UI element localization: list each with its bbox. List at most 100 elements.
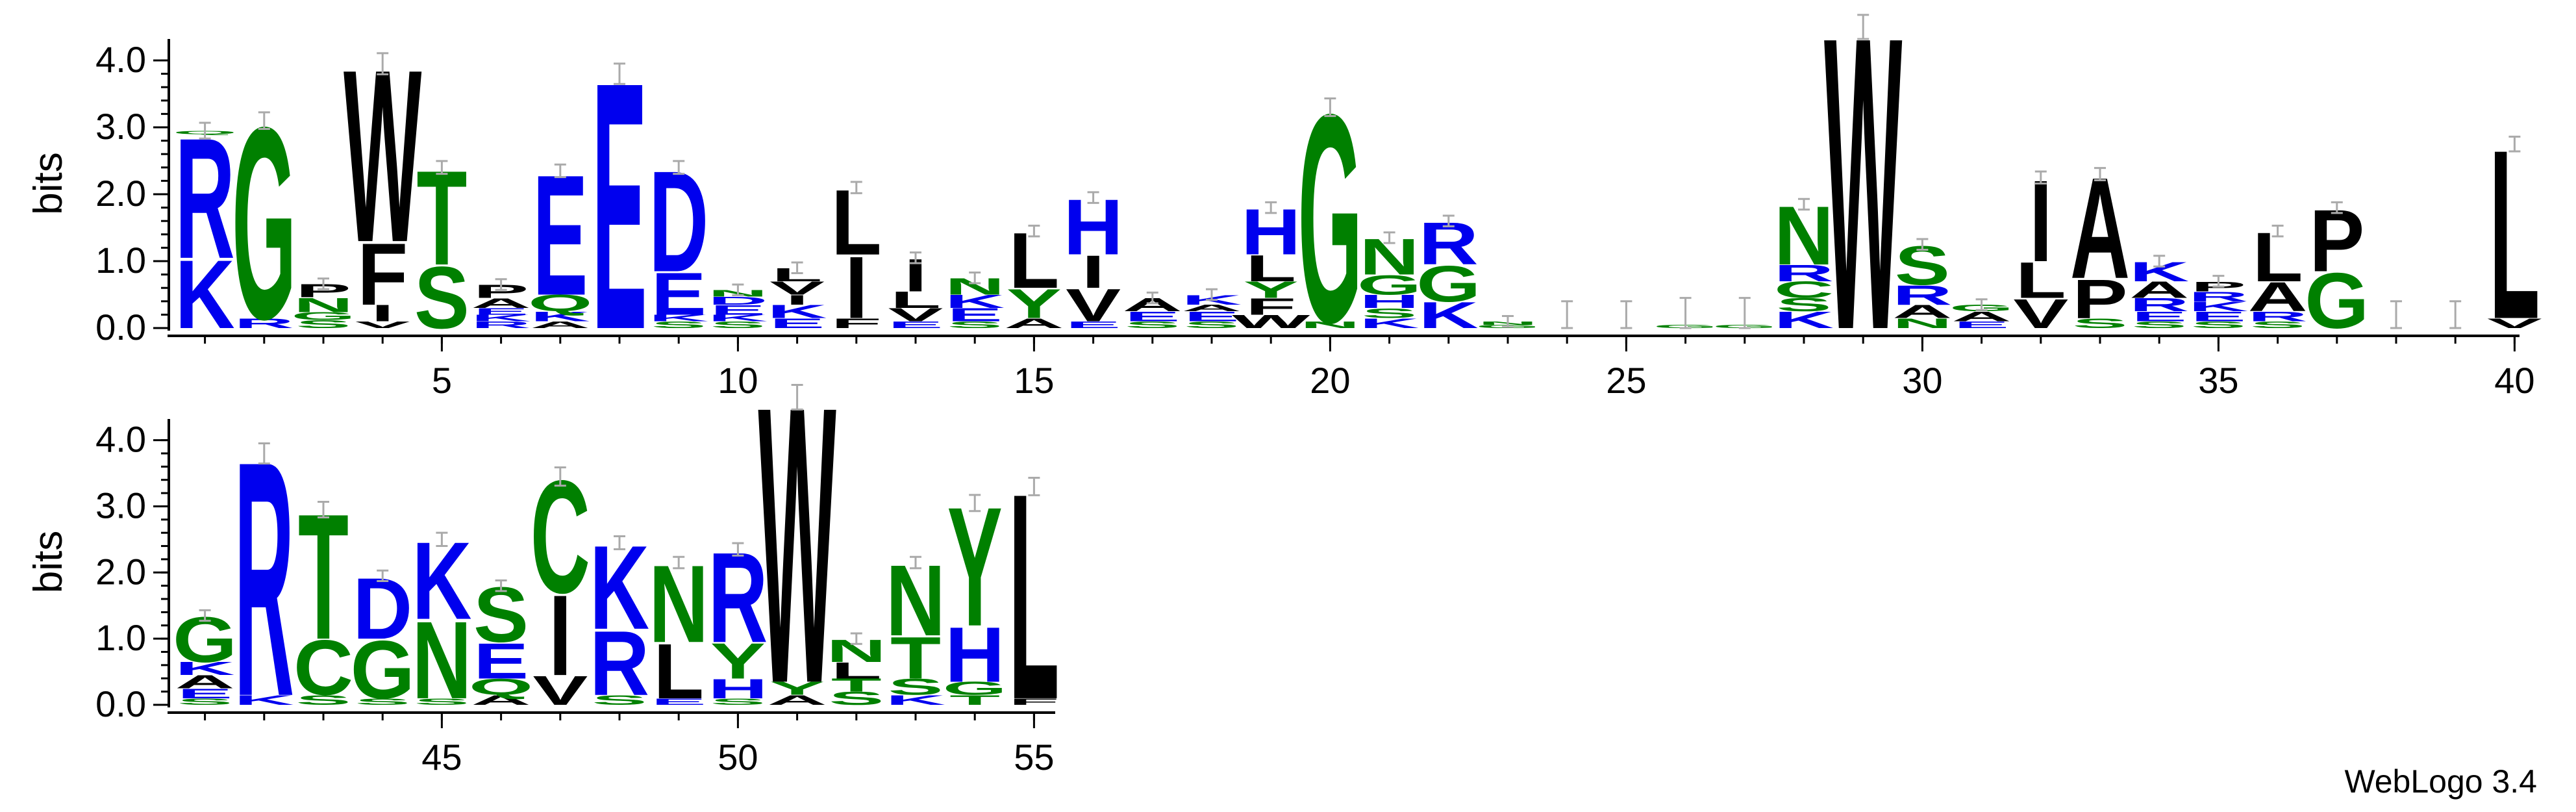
logo-letter: E [473, 633, 529, 689]
y-tick-label: 0.0 [95, 683, 146, 724]
logo-letter: I [549, 571, 571, 700]
logo-letter: Q [469, 674, 533, 700]
logo-letter: V [769, 277, 825, 298]
logo-letter: F [1245, 294, 1296, 320]
logo-letter: E [2132, 309, 2187, 324]
logo-letter: V [2013, 291, 2068, 337]
logo-letter: R [471, 320, 531, 330]
y-tick-label: 1.0 [95, 617, 146, 658]
logo-letter: A [2129, 277, 2189, 303]
logo-letter: S [1125, 320, 1180, 330]
logo-letter: E [1125, 309, 1180, 324]
logo-letter: N [1300, 320, 1360, 330]
logo-letter: A [1952, 309, 2012, 324]
logo-letter: E [710, 302, 766, 318]
logo-letter: L [1245, 247, 1296, 289]
y-tick-label: 2.0 [95, 551, 146, 592]
logo-letter: E [1066, 320, 1121, 330]
logo-panel-top: 0.01.02.03.04.0bits510152025303540KRQRGS… [26, 0, 2542, 417]
y-tick-label: 4.0 [95, 39, 146, 80]
logo-letter: R [2248, 309, 2308, 324]
logo-letter: K [1419, 294, 1479, 336]
y-axis-label: bits [26, 531, 71, 593]
logo-letter: Y [1244, 277, 1299, 303]
logo-letter: Y [769, 678, 825, 699]
logo-letter: S [592, 692, 647, 708]
logo-letter: A [768, 692, 827, 708]
logo-letter: A [471, 296, 531, 311]
x-tick-label: 55 [1014, 737, 1054, 778]
logo-letter: S [947, 320, 1003, 330]
logo-letter: I [1082, 246, 1105, 298]
logo-letter: E [651, 696, 707, 707]
x-tick-label: 10 [718, 360, 758, 401]
logo-letter: C [1774, 277, 1834, 303]
logo-letter: H [945, 612, 1005, 699]
logo-letter: E [2191, 309, 2246, 324]
logo-letter: C [294, 625, 353, 712]
logo-letter: V [355, 320, 410, 330]
x-tick-label: 35 [2198, 360, 2238, 401]
logo-letter: E [947, 305, 1003, 325]
logo-letter: S [829, 688, 884, 709]
logo-letter: E [473, 307, 529, 317]
y-tick-label: 2.0 [95, 173, 146, 214]
logo-letter: K [768, 301, 827, 322]
logo-letter: V [1066, 279, 1121, 331]
y-tick-label: 0.0 [95, 307, 146, 348]
logo-letter: L [2016, 252, 2066, 309]
logo-letter: S [296, 692, 351, 708]
logo-letter: S [296, 318, 351, 331]
logo-letter: K [234, 692, 294, 708]
y-tick-label: 3.0 [95, 106, 146, 147]
logo-letter: F [831, 316, 882, 331]
y-axis-label: bits [26, 152, 71, 214]
logo-letter: K [175, 658, 235, 679]
logo-letter: L [831, 657, 882, 683]
logo-letter: S [2250, 320, 2305, 330]
logo-letter: A [2248, 274, 2308, 320]
logo-letter: G [351, 624, 415, 716]
logo-letter: R [2188, 289, 2248, 305]
logo-letter: S [2191, 320, 2246, 330]
logo-letter: K [531, 309, 590, 324]
logo-letter: A [175, 672, 235, 692]
logo-letter: G [943, 678, 1007, 699]
logo-letter: S [414, 248, 469, 347]
logo-letter: W [1232, 311, 1310, 332]
logo-letter: W [1824, 0, 1903, 417]
logo-letter: Y [1007, 281, 1062, 327]
logo-letter: K [471, 313, 531, 324]
logo-letter: K [175, 240, 235, 349]
logo-letter: A [1182, 303, 1242, 313]
logo-letter: E [769, 316, 825, 331]
logo-letter: K [945, 291, 1005, 312]
logo-letter: S [1777, 294, 1832, 315]
logo-letter: G [1357, 270, 1421, 301]
logo-letter: S [888, 674, 944, 700]
logo-letter: S [355, 696, 410, 707]
logo-letter: S [710, 320, 766, 330]
logo-letter: K [886, 692, 945, 708]
logo-letter: T [890, 624, 941, 691]
logo-letter: S [1362, 305, 1417, 321]
logo-letter: A [1004, 316, 1064, 331]
logo-letter: K [2188, 299, 2248, 314]
logo-letter: Y [710, 633, 766, 689]
logo-letter: G [291, 310, 355, 322]
logo-letter: H [1360, 291, 1419, 312]
logo-letter: S [177, 696, 232, 707]
logo-letter: F [1008, 696, 1059, 707]
x-tick-label: 30 [1902, 360, 1942, 401]
logo-letter: R [2129, 294, 2189, 315]
logo-letter: T [831, 675, 882, 696]
logo-letter: K [649, 313, 708, 324]
x-tick-label: 50 [718, 737, 758, 778]
weblogo-credit: WebLogo 3.4 [2344, 763, 2537, 800]
logo-letter: F [357, 225, 408, 324]
logo-letter: S [2132, 320, 2187, 330]
logo-letter: S [1184, 320, 1240, 330]
logo-letter: A [471, 692, 531, 708]
